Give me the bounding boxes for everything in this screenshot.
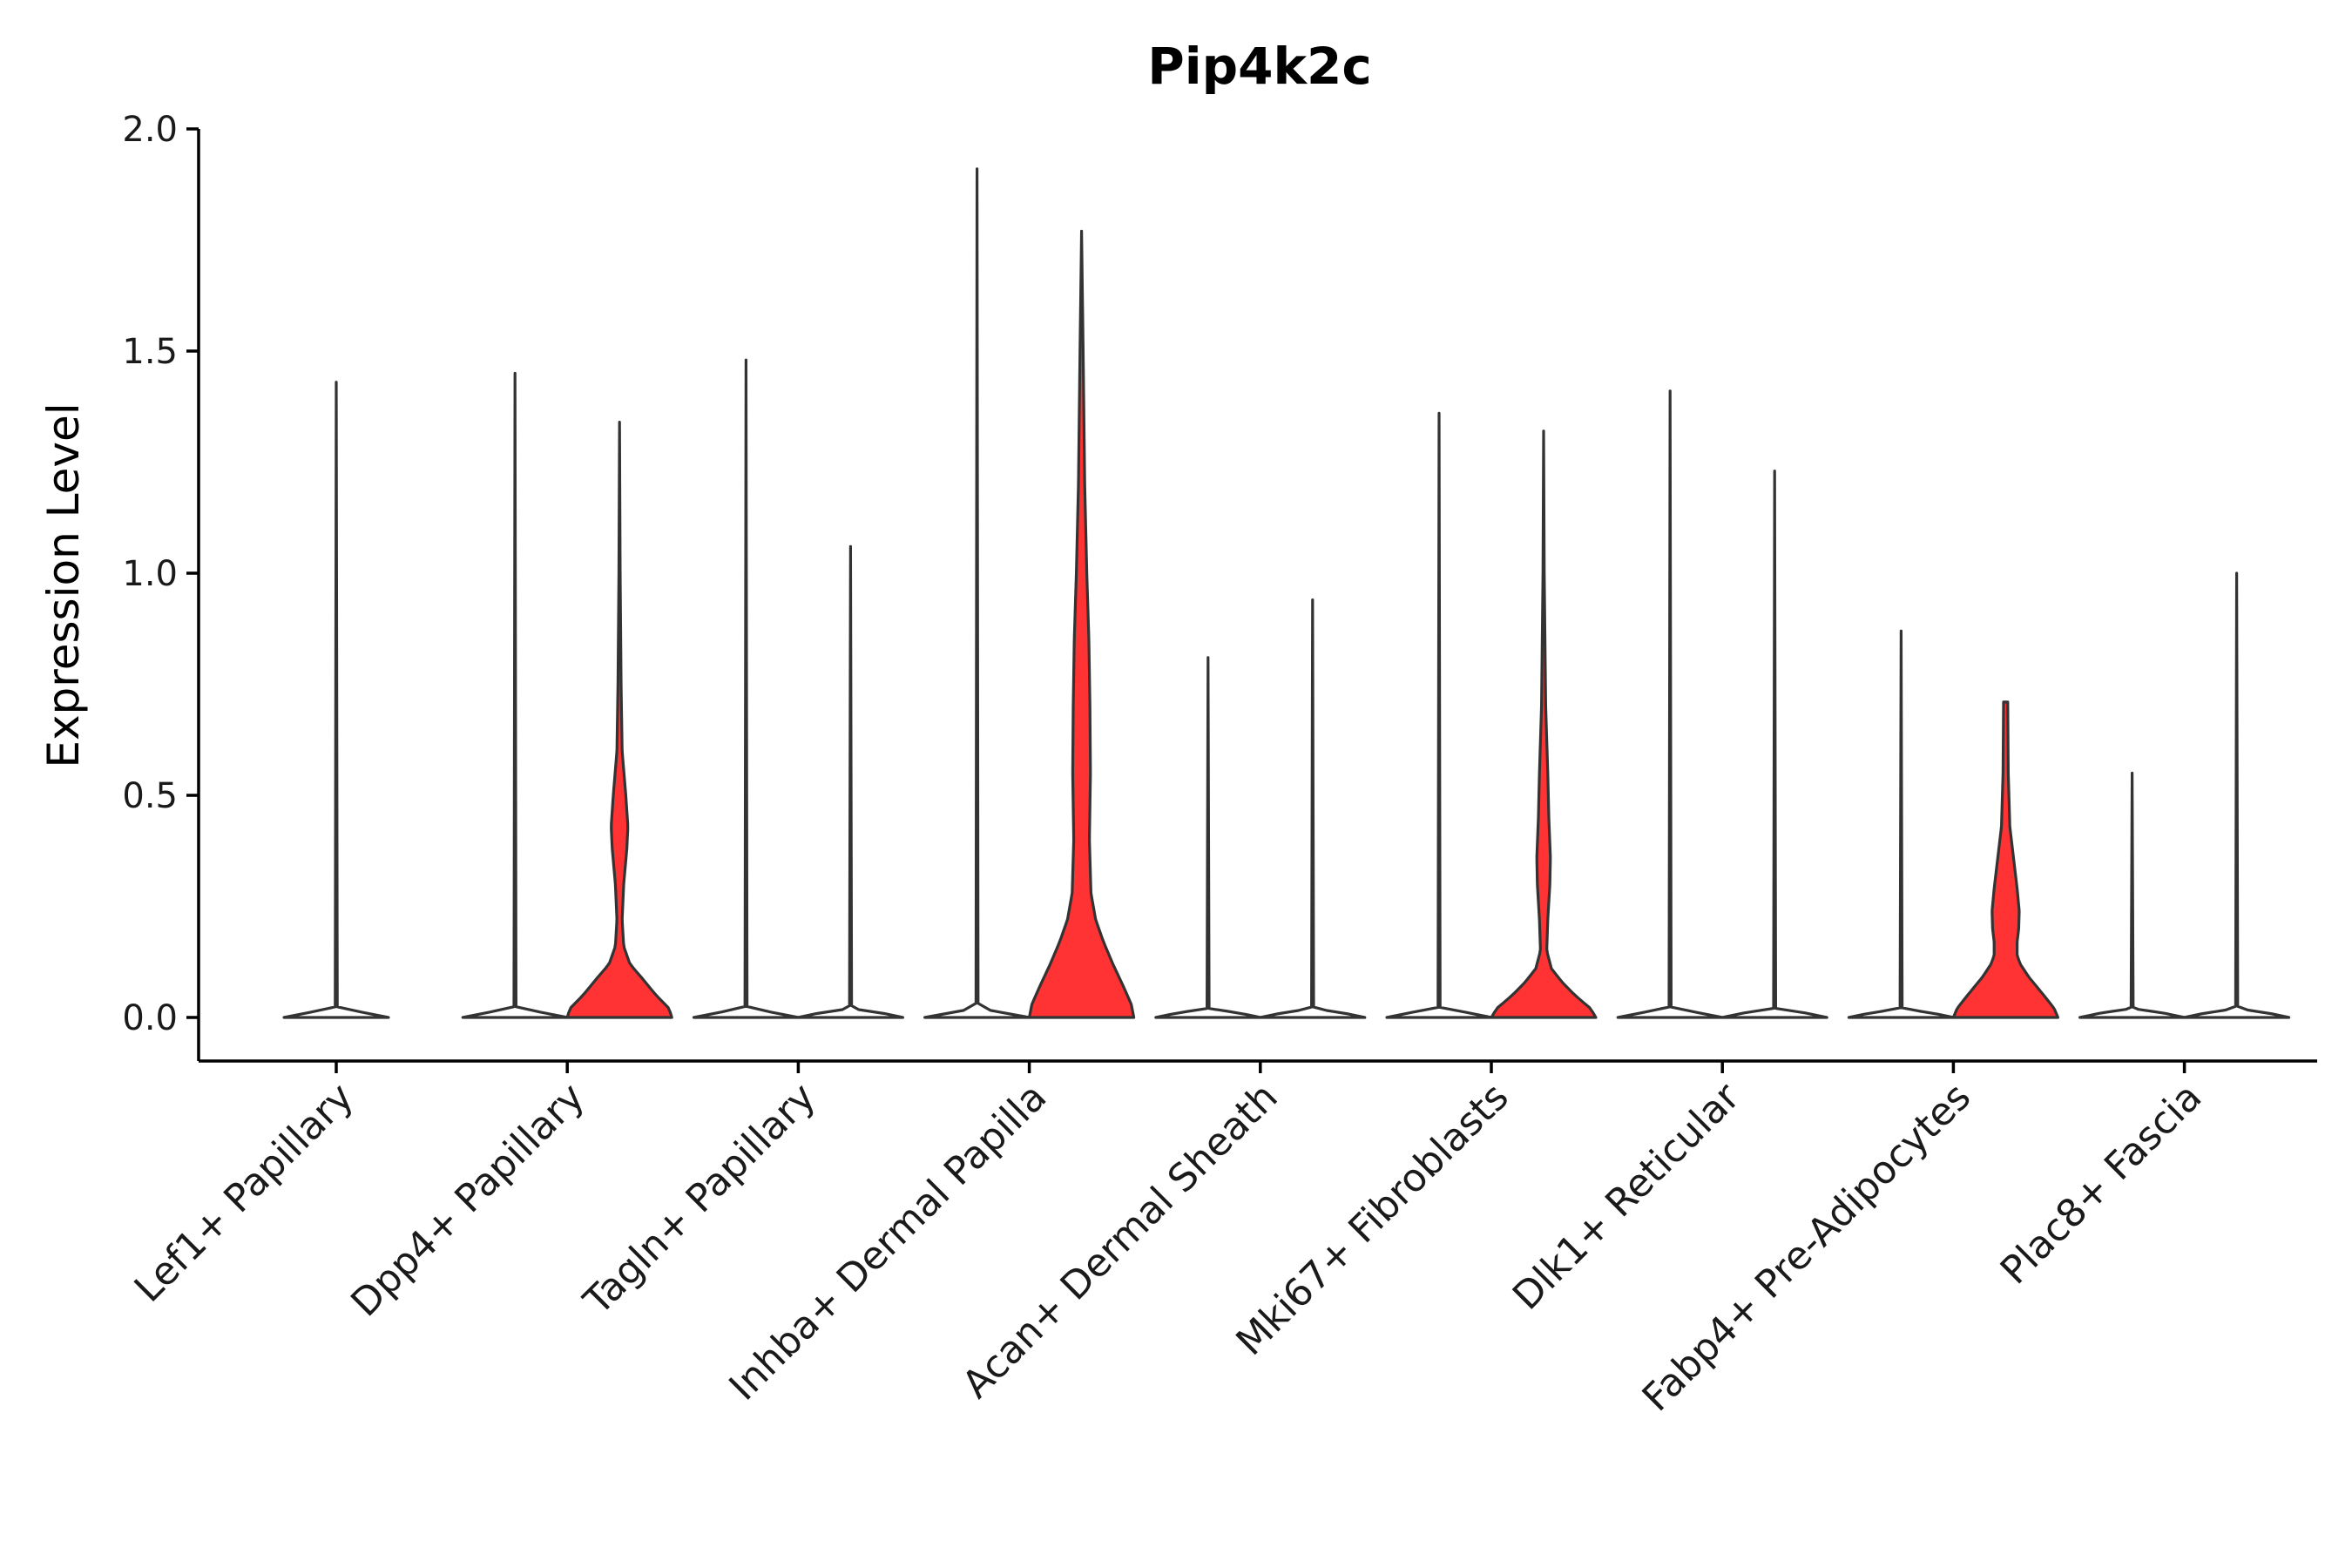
violin-fabp4-pre-adipocytes-2 — [1951, 700, 2059, 1019]
violin-inhba-dermal-papilla-1 — [923, 167, 1031, 1019]
violin-plac8-fascia-1 — [2078, 771, 2186, 1019]
violin-dlk1-reticular-2 — [1720, 470, 1828, 1019]
violin-acan-dermal-sheath-1 — [1154, 656, 1262, 1019]
violin-inhba-dermal-papilla-2 — [1028, 229, 1136, 1019]
y-tick-label: 0.0 — [122, 998, 178, 1038]
chart-title: Pip4k2c — [1147, 37, 1372, 96]
violin-tagln-papillary-2 — [796, 544, 904, 1019]
violin-mki67-fibroblasts-2 — [1490, 429, 1598, 1019]
violin-fabp4-pre-adipocytes-1 — [1847, 629, 1955, 1019]
violin-dpp4-papillary-1 — [461, 371, 569, 1019]
y-tick-label: 2.0 — [122, 110, 178, 150]
violin-dlk1-reticular-1 — [1616, 389, 1724, 1019]
y-tick-label: 1.5 — [122, 332, 178, 372]
violin-plac8-fascia-2 — [2183, 571, 2291, 1019]
violin-tagln-papillary-1 — [692, 358, 800, 1019]
violin-acan-dermal-sheath-2 — [1259, 598, 1367, 1019]
violin-series — [282, 167, 2291, 1019]
violin-dpp4-papillary-2 — [565, 421, 673, 1019]
violin-mki67-fibroblasts-1 — [1385, 411, 1493, 1019]
y-axis-title: Expression Level — [38, 402, 89, 767]
y-tick-label: 1.0 — [122, 554, 178, 594]
y-tick-label: 0.5 — [122, 776, 178, 816]
violin-lef1-papillary-1 — [282, 381, 390, 1019]
